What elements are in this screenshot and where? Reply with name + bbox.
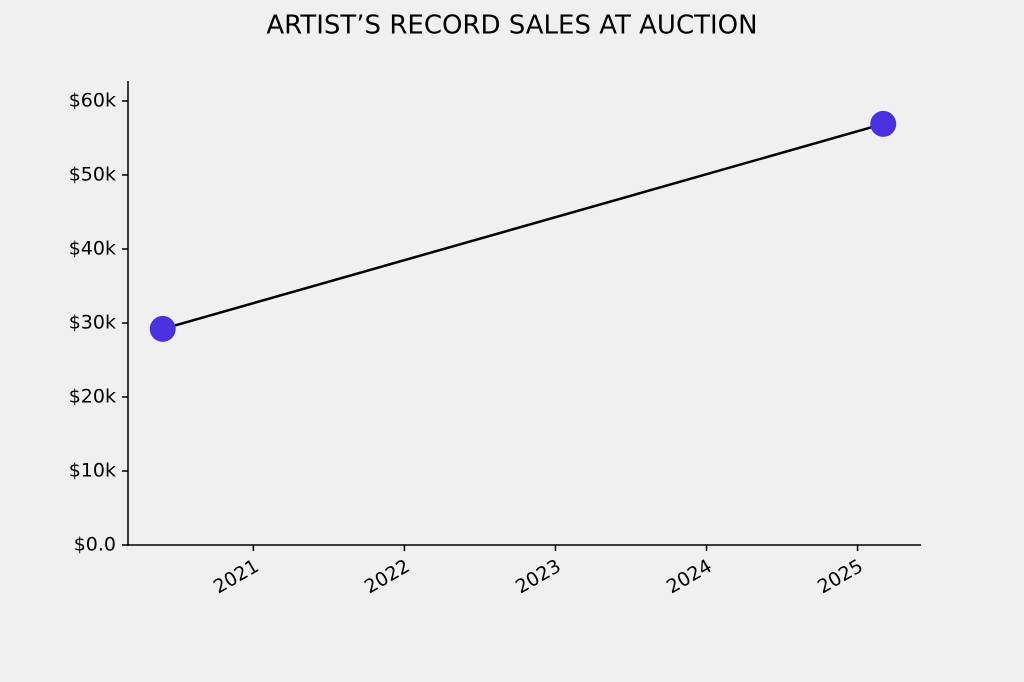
y-tick-label: $0.0 (74, 534, 116, 556)
data-point (870, 110, 897, 137)
y-tick-label: $60k (69, 89, 116, 111)
data-line (162, 122, 884, 331)
y-tick-label: $10k (69, 459, 116, 481)
chart-title: ARTIST’S RECORD SALES AT AUCTION (266, 11, 757, 41)
y-tick-label: $40k (69, 237, 116, 259)
data-point (149, 315, 176, 342)
y-tick-label: $30k (69, 311, 116, 333)
y-tick-label: $50k (69, 163, 116, 185)
y-tick-label: $20k (69, 385, 116, 407)
